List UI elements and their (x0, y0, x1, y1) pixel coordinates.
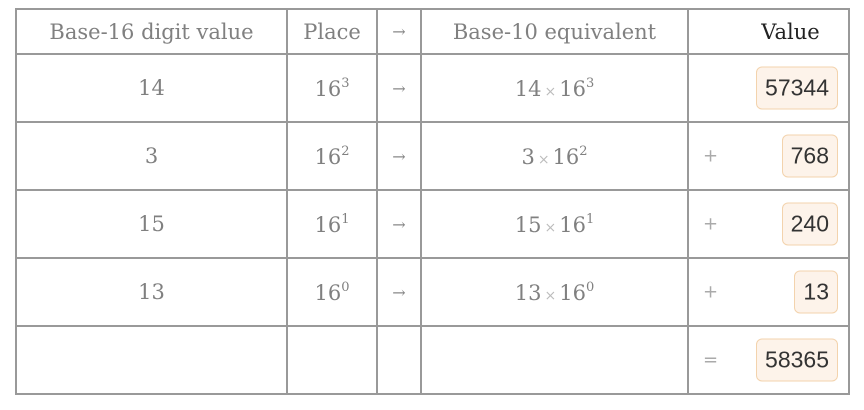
arrow-cell: → (376, 53, 422, 123)
value-cell: +768 (687, 121, 850, 191)
equivalent-cell: 13 × 160 (420, 257, 689, 327)
table-row: 15 161 → 15 × 161 +240 (15, 189, 850, 259)
table-row: 13 160 → 13 × 160 +13 (15, 257, 850, 327)
equiv-digit: 15 (514, 212, 542, 237)
equiv-base: 16 (552, 144, 580, 169)
equiv-exponent: 1 (585, 211, 595, 227)
arrow-cell: → (376, 121, 422, 191)
place-exponent: 2 (341, 143, 350, 159)
place-cell: 163 (286, 53, 378, 123)
equivalent-cell: 14 × 163 (420, 53, 689, 123)
value-box: 240 (781, 202, 838, 246)
place-exponent: 3 (341, 75, 350, 91)
equiv-base: 16 (559, 280, 586, 305)
arrow-cell: → (376, 189, 422, 259)
header-value: Value (687, 8, 850, 55)
times-sign: × (544, 219, 557, 236)
digit-cell: 13 (15, 257, 288, 327)
value-cell: +13 (687, 257, 850, 327)
equivalent-cell: 3 × 162 (420, 121, 689, 191)
equiv-exponent: 3 (585, 75, 595, 91)
plus-sign: + (703, 213, 719, 235)
equiv-base: 16 (559, 76, 586, 101)
total-row: = 58365 (15, 325, 850, 395)
times-sign: × (544, 83, 557, 100)
equiv-base: 16 (559, 212, 586, 237)
place-exponent: 0 (341, 279, 350, 295)
place-cell: 160 (286, 257, 378, 327)
value-box: 768 (781, 134, 838, 178)
place-cell: 162 (286, 121, 378, 191)
table-row: 14 163 → 14 × 163 57344 (15, 53, 850, 123)
equivalent-cell: 15 × 161 (420, 189, 689, 259)
place-base: 16 (314, 144, 342, 169)
plus-sign: + (703, 281, 719, 303)
value-box: 57344 (756, 66, 838, 110)
digit-cell: 14 (15, 53, 288, 123)
table-row: 3 162 → 3 × 162 +768 (15, 121, 850, 191)
value-cell: +240 (687, 189, 850, 259)
empty-cell (15, 325, 288, 395)
place-base: 16 (314, 280, 342, 305)
equiv-digit: 14 (514, 76, 542, 101)
equiv-digit: 3 (521, 144, 535, 169)
arrow-cell: → (376, 257, 422, 327)
equals-sign: = (703, 349, 719, 371)
times-sign: × (544, 287, 557, 304)
value-box: 13 (794, 270, 838, 314)
header-digit: Base-16 digit value (15, 8, 288, 55)
plus-sign: + (703, 145, 719, 167)
empty-cell (376, 325, 422, 395)
place-base: 16 (314, 76, 342, 101)
place-cell: 161 (286, 189, 378, 259)
total-cell: = 58365 (687, 325, 850, 395)
header-value-label: Value (761, 19, 820, 44)
equiv-exponent: 0 (585, 279, 595, 295)
empty-cell (420, 325, 689, 395)
header-place: Place (286, 8, 378, 55)
place-base: 16 (314, 212, 342, 237)
header-equivalent: Base-10 equivalent (420, 8, 689, 55)
equiv-digit: 13 (514, 280, 542, 305)
value-cell: 57344 (687, 53, 850, 123)
digit-cell: 3 (15, 121, 288, 191)
header-row: Base-16 digit value Place → Base-10 equi… (15, 8, 850, 55)
place-exponent: 1 (341, 211, 350, 227)
equiv-exponent: 2 (579, 143, 588, 159)
empty-cell (286, 325, 378, 395)
hex-conversion-table: Base-16 digit value Place → Base-10 equi… (15, 8, 850, 395)
digit-cell: 15 (15, 189, 288, 259)
total-value-box: 58365 (756, 338, 838, 382)
header-arrow: → (376, 8, 422, 55)
times-sign: × (537, 151, 550, 168)
